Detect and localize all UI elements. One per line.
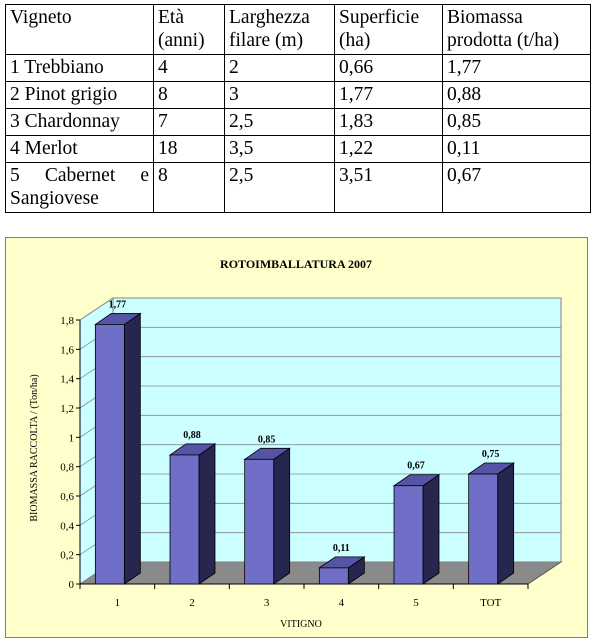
cell-larghezza: 3,5 — [224, 135, 335, 163]
x-tick-label: 3 — [264, 597, 270, 609]
table-row: 3 Chardonnay 7 2,5 1,83 0,85 — [5, 108, 591, 136]
bar-side — [123, 312, 141, 585]
biomass-chart: ROTOIMBALLATURA 2007 VITIGNO BIOMASSA RA… — [5, 237, 588, 638]
cell-vigneto: 2 Pinot grigio — [5, 81, 154, 109]
cell-eta: 7 — [153, 108, 225, 136]
bar — [393, 485, 424, 585]
table-row: 1 Trebbiano 4 2 0,66 1,77 — [5, 54, 591, 82]
bar — [468, 473, 499, 585]
data-label: 0,85 — [258, 434, 276, 445]
bar-side — [422, 473, 440, 585]
table-row: 4 Merlot 18 3,5 1,22 0,11 — [5, 135, 591, 163]
cell-superficie: 1,77 — [334, 81, 443, 109]
chart-title: ROTOIMBALLATURA 2007 — [220, 257, 372, 271]
bar-side — [497, 462, 515, 585]
y-tick-label: 0,8 — [60, 462, 74, 474]
cell-biomassa: 0,67 — [442, 162, 591, 213]
cell-biomassa: 0,88 — [442, 81, 591, 109]
vineyard-table: Vigneto Età (anni) Larghezza filare (m) … — [5, 4, 591, 213]
table-row: 5 Cabernet e Sangiovese 8 2,5 3,51 0,67 — [5, 162, 591, 213]
cell-vigneto: 5 Cabernet e Sangiovese — [5, 162, 154, 213]
y-tick-label: 0,2 — [60, 550, 74, 562]
cell-superficie: 0,66 — [334, 54, 443, 82]
y-tick-label: 0 — [69, 579, 75, 591]
cell-superficie: 1,83 — [334, 108, 443, 136]
header-larghezza: Larghezza filare (m) — [224, 4, 335, 55]
table-row: 2 Pinot grigio 8 3 1,77 0,88 — [5, 81, 591, 109]
cell-biomassa: 0,11 — [442, 135, 591, 163]
cell-biomassa: 0,85 — [442, 108, 591, 136]
cell-eta: 18 — [153, 135, 225, 163]
y-tick-label: 1 — [69, 432, 75, 444]
header-eta: Età (anni) — [153, 4, 225, 55]
cell-larghezza: 2,5 — [224, 162, 335, 213]
data-label: 1,77 — [109, 299, 127, 310]
data-label: 0,88 — [183, 430, 201, 441]
cell-superficie: 1,22 — [334, 135, 443, 163]
data-label: 0,11 — [333, 543, 350, 554]
y-tick-label: 0,4 — [60, 520, 74, 532]
bar — [94, 324, 125, 585]
x-axis-label: VITIGNO — [280, 619, 322, 630]
cell-larghezza: 2,5 — [224, 108, 335, 136]
cell-vigneto: 3 Chardonnay — [5, 108, 154, 136]
header-superficie: Superficie (ha) — [334, 4, 443, 55]
cell-larghezza: 3 — [224, 81, 335, 109]
bar-side — [273, 447, 291, 585]
bar — [169, 454, 200, 585]
table-header-row: Vigneto Età (anni) Larghezza filare (m) … — [5, 4, 591, 55]
chart-canvas: ROTOIMBALLATURA 2007 VITIGNO BIOMASSA RA… — [29, 257, 563, 630]
cell-larghezza: 2 — [224, 54, 335, 82]
y-tick-label: 1,4 — [60, 374, 74, 386]
bar-side — [198, 443, 216, 585]
cell-biomassa: 1,77 — [442, 54, 591, 82]
cell-eta: 8 — [153, 81, 225, 109]
header-biomassa: Biomassa prodotta (t/ha) — [442, 4, 591, 55]
y-tick-label: 0,6 — [60, 491, 74, 503]
cell-eta: 8 — [153, 162, 225, 213]
y-tick-label: 1,8 — [60, 315, 74, 327]
y-tick-label: 1,2 — [60, 403, 74, 415]
x-tick-label: 4 — [339, 597, 345, 609]
data-label: 0,67 — [407, 461, 425, 472]
cell-vigneto: 4 Merlot — [5, 135, 154, 163]
y-axis-label: BIOMASSA RACCOLTA / (Ton/ha) — [29, 374, 40, 521]
bar — [244, 458, 275, 585]
header-vigneto: Vigneto — [5, 4, 154, 55]
x-tick-label: 2 — [189, 597, 195, 609]
x-tick-label: TOT — [480, 597, 501, 609]
bar — [318, 567, 349, 585]
cell-eta: 4 — [153, 54, 225, 82]
x-tick-label: 1 — [115, 597, 121, 609]
gridline-side — [79, 297, 114, 321]
x-tick-label: 5 — [413, 597, 419, 609]
y-tick-label: 1,6 — [60, 344, 74, 356]
cell-superficie: 3,51 — [334, 162, 443, 213]
cell-vigneto: 1 Trebbiano — [5, 54, 154, 82]
data-label: 0,75 — [482, 449, 500, 460]
